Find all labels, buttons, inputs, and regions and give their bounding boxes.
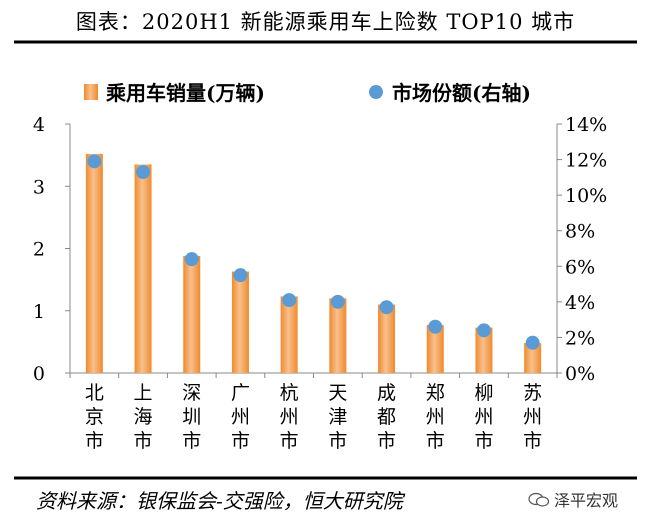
bar: [231, 271, 249, 373]
dot: [428, 319, 443, 334]
x-tick-label: 深圳市: [182, 382, 201, 452]
y-tick-label-left: 2: [33, 239, 45, 261]
x-tick-label-char: 海: [134, 406, 153, 428]
x-tick-label-char: 市: [328, 430, 347, 452]
x-tick-label-char: 市: [474, 430, 493, 452]
y-tick-label-right: 10%: [565, 185, 607, 207]
dot: [525, 335, 540, 350]
y-tick-label-left: 4: [33, 114, 45, 136]
x-tick-label: 广州市: [231, 382, 250, 452]
dot: [233, 268, 248, 283]
x-tick-label: 杭州市: [280, 382, 299, 452]
y-tick-label-right: 12%: [565, 150, 607, 172]
x-tick-label-char: 市: [85, 430, 104, 452]
bar: [85, 153, 103, 373]
y-tick-label-right: 8%: [565, 221, 595, 243]
x-tick-label-char: 市: [280, 430, 299, 452]
legend-marker-dot: [369, 85, 383, 99]
x-tick-label-char: 京: [85, 406, 104, 428]
y-tick-label-right: 2%: [565, 327, 595, 349]
y-tick-label-right: 4%: [565, 292, 595, 314]
x-tick-label-char: 州: [474, 406, 493, 428]
bar: [280, 296, 298, 373]
x-tick-label-char: 市: [134, 430, 153, 452]
dot: [379, 300, 394, 315]
x-tick-label: 上海市: [134, 382, 153, 452]
x-tick-label-char: 州: [280, 406, 299, 428]
y-tick-label-right: 6%: [565, 256, 595, 278]
bar: [134, 164, 152, 373]
y-tick-label-right: 0%: [565, 363, 595, 385]
dot: [184, 252, 199, 267]
x-tick-label-char: 市: [377, 430, 396, 452]
chart-title: 图表：2020H1 新能源乘用车上险数 TOP10 城市: [75, 10, 576, 34]
bar: [329, 298, 347, 373]
legend-swatch-bar: [84, 84, 98, 100]
dot: [282, 293, 297, 308]
x-tick-label-char: 深: [182, 382, 201, 404]
bar: [183, 255, 201, 373]
x-tick-label-char: 市: [426, 430, 445, 452]
y-tick-label-left: 3: [33, 176, 45, 198]
legend-label-dot: 市场份额(右轴): [392, 81, 531, 105]
wechat-icon: [528, 492, 550, 507]
x-tick-label-char: 州: [523, 406, 542, 428]
x-tick-label-char: 都: [377, 406, 396, 428]
bar: [426, 325, 444, 373]
watermark: 泽平宏观: [528, 487, 618, 511]
x-tick-label-char: 成: [377, 382, 396, 404]
x-tick-label: 成都市: [377, 382, 396, 452]
x-tick-label-char: 州: [231, 406, 250, 428]
bar: [475, 327, 493, 373]
x-tick-label-char: 北: [85, 382, 104, 404]
source-note: 资料来源：银保监会-交强险，恒大研究院: [36, 489, 403, 513]
x-tick-label-char: 津: [328, 406, 347, 428]
x-tick-label-char: 市: [182, 430, 201, 452]
x-tick-label-char: 市: [523, 430, 542, 452]
x-tick-label-char: 市: [231, 430, 250, 452]
x-tick-label-char: 柳: [474, 382, 493, 404]
x-tick-label-char: 天: [328, 382, 347, 404]
x-tick-label-char: 郑: [426, 382, 445, 404]
x-tick-label: 天津市: [328, 382, 347, 452]
bar: [524, 343, 542, 373]
x-tick-label: 苏州市: [523, 382, 542, 452]
dot: [330, 294, 345, 309]
dot: [87, 154, 102, 169]
bar: [378, 304, 396, 373]
x-tick-label-char: 杭: [280, 382, 299, 404]
legend-label-bar: 乘用车销量(万辆): [105, 81, 265, 105]
x-tick-label-char: 苏: [523, 382, 542, 404]
x-tick-label-char: 上: [134, 382, 153, 404]
dot: [476, 323, 491, 338]
x-tick-label-char: 圳: [182, 406, 201, 428]
x-tick-label: 北京市: [85, 382, 104, 452]
y-tick-label-left: 0: [33, 363, 45, 385]
watermark-text: 泽平宏观: [554, 491, 619, 510]
x-tick-label: 柳州市: [474, 382, 493, 452]
x-tick-label: 郑州市: [426, 382, 445, 452]
y-tick-label-right: 14%: [565, 114, 607, 136]
x-tick-label-char: 州: [426, 406, 445, 428]
y-tick-label-left: 1: [33, 301, 45, 323]
dot: [136, 165, 151, 180]
x-tick-label-char: 广: [231, 382, 250, 404]
